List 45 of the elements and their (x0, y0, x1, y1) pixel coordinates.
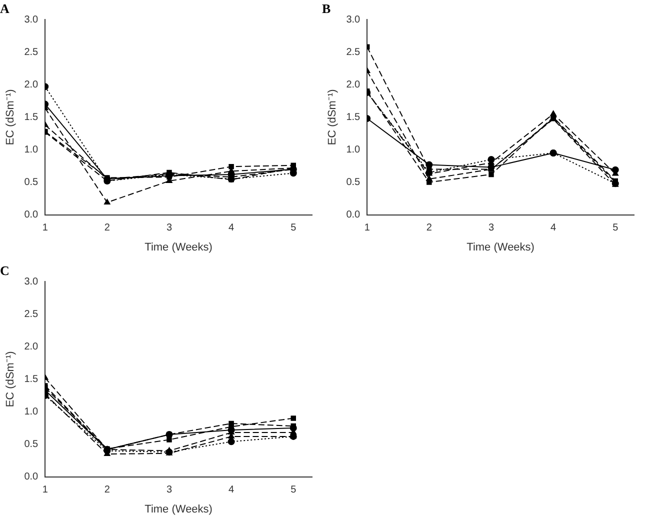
y-tick-label: 0.5 (24, 177, 39, 188)
x-tick-label: 2 (104, 222, 110, 234)
x-tick-label: 2 (426, 222, 432, 234)
y-tick-label: 3.0 (24, 276, 39, 288)
x-tick-label: 2 (104, 484, 110, 496)
x-tick-label: 5 (290, 484, 297, 496)
y-tick-label: 2.0 (346, 79, 361, 90)
y-tick-label: 3.0 (24, 14, 39, 26)
x-tick-label: 4 (550, 222, 557, 234)
x-tick-label: 1 (42, 484, 48, 496)
x-tick-label: 1 (364, 222, 370, 234)
x-tick-label: 3 (488, 222, 494, 234)
x-tick-label: 3 (166, 222, 172, 234)
y-tick-label: 2.5 (24, 46, 39, 58)
x-tick-label: 4 (228, 484, 235, 496)
y-tick-label: 1.5 (346, 112, 361, 123)
y-axis-title: EC (dSm⁻¹) (4, 89, 17, 146)
y-tick-label: 0.0 (24, 472, 39, 483)
y-axis-title: EC (dSm⁻¹) (4, 351, 17, 408)
y-axis-title: EC (dSm⁻¹) (326, 89, 339, 146)
y-tick-label: 2.0 (24, 341, 39, 352)
y-tick-label: 2.5 (24, 308, 39, 320)
y-tick-label: 3.0 (346, 14, 361, 26)
y-tick-label: 2.5 (346, 46, 361, 58)
x-tick-label: 5 (290, 222, 297, 234)
x-tick-label: 5 (612, 222, 619, 234)
x-tick-label: 1 (42, 222, 48, 234)
chart-title: C (0, 263, 10, 278)
y-tick-label: 1.0 (346, 144, 361, 156)
chart-title: A (0, 1, 10, 16)
y-tick-label: 1.0 (24, 406, 39, 418)
y-tick-label: 0.0 (24, 210, 39, 221)
x-axis-title: Time (Weeks) (466, 241, 534, 254)
y-tick-label: 1.5 (24, 112, 39, 123)
x-tick-label: 4 (228, 222, 235, 234)
chart-title: B (322, 1, 331, 16)
x-tick-label: 3 (166, 484, 172, 496)
y-tick-label: 1.5 (24, 374, 39, 385)
y-tick-label: 0.5 (346, 177, 361, 188)
y-tick-label: 2.0 (24, 79, 39, 90)
y-tick-label: 0.0 (346, 210, 361, 221)
y-tick-label: 1.0 (24, 144, 39, 156)
y-tick-label: 0.5 (24, 439, 39, 450)
x-axis-title: Time (Weeks) (144, 241, 212, 254)
x-axis-title: Time (Weeks) (144, 503, 212, 516)
